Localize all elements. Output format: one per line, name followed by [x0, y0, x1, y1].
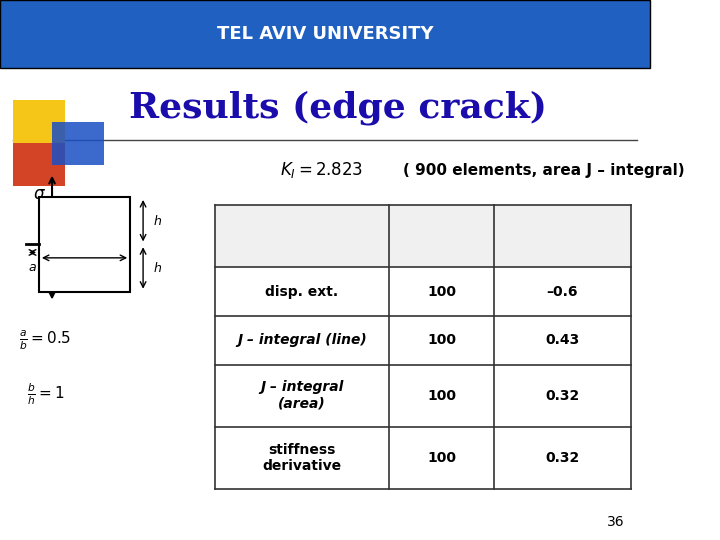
- Text: J – integral (line): J – integral (line): [237, 333, 367, 347]
- Text: ( 900 elements, area J – integral): ( 900 elements, area J – integral): [403, 163, 685, 178]
- Text: $h$: $h$: [153, 214, 162, 228]
- Text: method: method: [272, 230, 332, 243]
- Text: $\sigma$: $\sigma$: [32, 185, 45, 204]
- Bar: [215, 205, 631, 267]
- Text: 100: 100: [427, 333, 456, 347]
- Text: 0.43: 0.43: [545, 333, 580, 347]
- Bar: [13, 143, 65, 186]
- Text: J – integral
(area): J – integral (area): [261, 381, 343, 410]
- Text: $b$: $b$: [80, 266, 89, 280]
- Text: 0.32: 0.32: [545, 451, 580, 464]
- Text: stiffness
derivative: stiffness derivative: [263, 443, 341, 472]
- FancyBboxPatch shape: [0, 0, 650, 68]
- Text: no. of
elements: no. of elements: [405, 221, 477, 251]
- Text: $\frac{b}{h} = 1$: $\frac{b}{h} = 1$: [27, 381, 64, 407]
- Bar: [52, 122, 104, 165]
- Text: 0.32: 0.32: [545, 389, 580, 402]
- Text: disp. ext.: disp. ext.: [266, 285, 338, 299]
- Text: 100: 100: [427, 451, 456, 464]
- Text: Results (edge crack): Results (edge crack): [129, 91, 547, 125]
- Text: 100: 100: [427, 285, 456, 299]
- Text: $h$: $h$: [153, 261, 162, 275]
- Text: $\frac{a}{b} = 0.5$: $\frac{a}{b} = 0.5$: [19, 328, 72, 352]
- Text: % diff. (1/4-
point): % diff. (1/4- point): [516, 221, 608, 251]
- Text: $K_I = 2.823$: $K_I = 2.823$: [279, 160, 363, 180]
- Text: 100: 100: [427, 389, 456, 402]
- Bar: [39, 197, 130, 292]
- Text: 36: 36: [607, 515, 624, 529]
- Text: $a$: $a$: [28, 261, 37, 274]
- Text: –0.6: –0.6: [546, 285, 578, 299]
- Text: TEL AVIV UNIVERSITY: TEL AVIV UNIVERSITY: [217, 25, 433, 43]
- Bar: [13, 100, 65, 143]
